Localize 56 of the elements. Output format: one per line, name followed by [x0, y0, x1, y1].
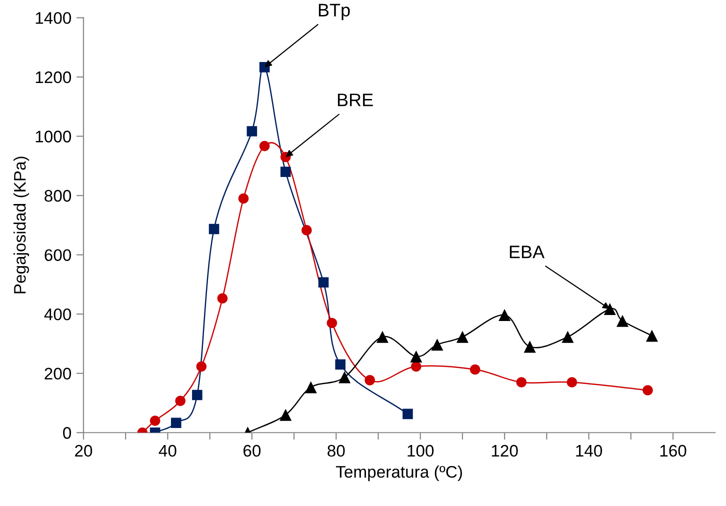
- y-tick-label: 1000: [36, 130, 72, 142]
- y-tick-label: 600: [44, 249, 72, 262]
- point: [208, 224, 220, 234]
- point: [217, 293, 228, 304]
- point: [280, 408, 292, 421]
- x-axis-title: Temperatura (ºC): [336, 466, 462, 482]
- point: [192, 390, 202, 400]
- x-tick-label: 60: [244, 444, 261, 457]
- point: [302, 225, 312, 236]
- point: [170, 418, 182, 428]
- y-axis-title: Pegajosidad (KPa): [14, 156, 30, 294]
- point: [470, 364, 480, 375]
- annotation: BTp: [318, 4, 350, 20]
- point: [646, 330, 658, 342]
- y-tick-label: 1400: [36, 12, 72, 24]
- point: [175, 396, 186, 406]
- point: [566, 377, 578, 388]
- point: [196, 361, 207, 372]
- y-tick-label: 1200: [36, 71, 72, 84]
- y-tick-label: 400: [44, 308, 72, 320]
- point: [304, 381, 317, 394]
- x-tick-label: 140: [576, 444, 602, 457]
- y-tick-label: 200: [44, 368, 72, 380]
- x-tick-label: 100: [408, 444, 434, 457]
- point: [246, 126, 258, 136]
- x-tick-label: 80: [328, 444, 345, 457]
- point: [410, 350, 422, 362]
- y-tick-label: 0: [63, 427, 72, 439]
- point: [431, 338, 444, 351]
- point: [402, 408, 413, 420]
- point: [338, 371, 351, 384]
- point: [259, 140, 270, 152]
- x-tick-label: 120: [492, 444, 518, 457]
- x-tick-label: 40: [158, 444, 176, 457]
- point: [326, 318, 338, 328]
- point: [562, 330, 574, 343]
- point: [498, 308, 511, 321]
- point: [318, 277, 329, 288]
- y-tick-label: 800: [44, 190, 72, 202]
- annotation: EBA: [510, 246, 545, 258]
- point: [616, 314, 628, 327]
- point: [335, 359, 346, 370]
- point: [238, 193, 249, 204]
- point: [280, 166, 291, 177]
- point: [410, 361, 422, 372]
- point: [364, 375, 375, 386]
- point: [456, 330, 468, 343]
- annotation: BRE: [338, 94, 373, 106]
- point: [150, 416, 160, 426]
- point: [642, 385, 653, 396]
- point: [604, 303, 616, 316]
- point: [376, 330, 388, 343]
- x-tick-label: 160: [660, 444, 686, 457]
- point: [516, 377, 527, 388]
- x-tick-label: 20: [75, 444, 92, 457]
- point: [524, 340, 536, 353]
